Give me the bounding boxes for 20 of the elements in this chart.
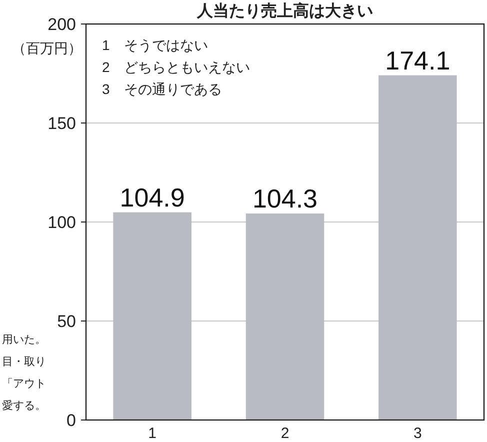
text: 「アウト (2, 378, 46, 390)
data-label: 104.9 (120, 182, 185, 212)
x-tick-label: 1 (148, 425, 157, 442)
annotation: 1 そうではない (102, 37, 208, 53)
x-tick-label: 3 (413, 425, 422, 442)
y-tick-label: 0 (66, 411, 76, 430)
annotation: 2 どちらともいえない (102, 59, 250, 75)
chart-title: 人当たり売上高は大きい (196, 1, 373, 20)
annotation: 3 その通りである (102, 81, 222, 97)
y-tick-label: 100 (48, 213, 76, 232)
data-label: 174.1 (385, 45, 450, 76)
data-label: 104.3 (252, 183, 318, 214)
text: 目・取り (2, 356, 46, 368)
y-tick-label: 50 (57, 312, 76, 331)
y-tick-label: 200 (48, 15, 76, 34)
y-tick-label: 150 (48, 114, 76, 133)
x-tick-label: 2 (280, 425, 290, 442)
text: 愛する。 (2, 399, 46, 412)
y-axis-title: （百万円） (12, 40, 82, 56)
text: 用いた。 (2, 334, 46, 346)
